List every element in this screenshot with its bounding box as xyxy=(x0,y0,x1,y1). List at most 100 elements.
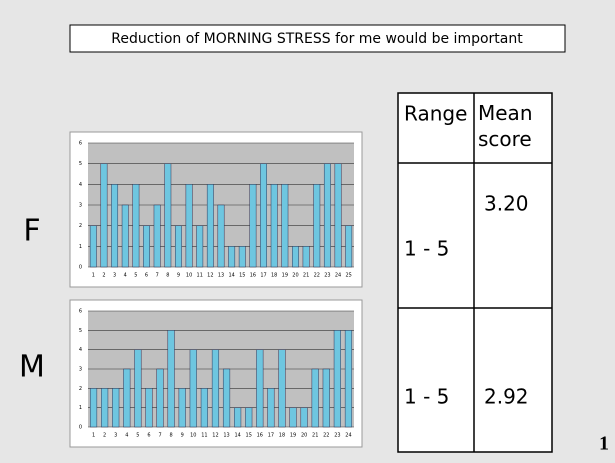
y-tick-label: 2 xyxy=(79,223,82,229)
bar xyxy=(178,388,186,428)
bar xyxy=(345,225,353,268)
x-tick-label: 23 xyxy=(324,273,330,279)
x-tick-label: 6 xyxy=(147,433,150,439)
bar xyxy=(270,184,278,268)
bar xyxy=(156,368,164,428)
y-tick-label: 0 xyxy=(79,265,82,271)
group-label: M xyxy=(19,350,45,385)
x-tick-label: 11 xyxy=(197,273,203,279)
x-tick-label: 15 xyxy=(239,273,245,279)
bar xyxy=(300,407,308,428)
table-header: Range xyxy=(404,102,467,126)
x-tick-label: 5 xyxy=(134,273,137,279)
bar xyxy=(278,349,286,428)
x-tick-label: 13 xyxy=(223,433,229,439)
bar xyxy=(267,388,275,428)
bar xyxy=(281,184,289,268)
y-tick-label: 1 xyxy=(79,244,82,250)
y-tick-label: 3 xyxy=(79,367,82,373)
bar xyxy=(260,163,268,268)
x-tick-label: 14 xyxy=(234,433,240,439)
x-tick-label: 9 xyxy=(177,273,180,279)
bar xyxy=(344,330,353,428)
x-tick-label: 4 xyxy=(124,273,127,279)
x-tick-label: 4 xyxy=(125,433,128,439)
bar xyxy=(112,388,120,428)
bar xyxy=(145,388,153,428)
bar xyxy=(189,349,197,428)
x-tick-label: 18 xyxy=(279,433,285,439)
table: Range Mean score 1 - 5 3.20 1 - 5 2.92 xyxy=(397,92,553,453)
bar xyxy=(100,163,108,268)
x-tick-label: 17 xyxy=(268,433,274,439)
bar xyxy=(206,184,214,268)
x-tick-label: 3 xyxy=(114,433,117,439)
page-number: 1 xyxy=(599,433,609,455)
bar xyxy=(134,349,142,428)
x-tick-label: 11 xyxy=(201,433,207,439)
x-tick-label: 22 xyxy=(323,433,329,439)
bar xyxy=(313,184,321,268)
bar xyxy=(322,368,330,428)
x-tick-label: 2 xyxy=(103,433,106,439)
x-tick-label: 9 xyxy=(181,433,184,439)
x-tick-label: 25 xyxy=(345,273,351,279)
bar xyxy=(196,225,204,268)
x-tick-label: 14 xyxy=(228,273,234,279)
x-tick-label: 16 xyxy=(250,273,256,279)
bar xyxy=(123,368,131,428)
y-tick-label: 6 xyxy=(79,309,82,315)
bar xyxy=(333,330,341,428)
table-cell: 3.20 xyxy=(484,192,529,216)
bar xyxy=(211,349,220,428)
y-tick-label: 1 xyxy=(79,405,82,411)
bar xyxy=(228,246,236,268)
x-tick-label: 21 xyxy=(303,273,309,279)
x-tick-label: 1 xyxy=(92,273,95,279)
bar xyxy=(153,204,161,268)
title-box xyxy=(69,24,566,53)
bar xyxy=(121,204,129,268)
bar xyxy=(89,225,97,268)
x-tick-label: 20 xyxy=(301,433,307,439)
bar xyxy=(89,388,98,428)
x-tick-label: 5 xyxy=(136,433,139,439)
bar xyxy=(234,407,242,428)
y-tick-label: 4 xyxy=(79,347,82,353)
bar xyxy=(256,349,264,428)
x-tick-label: 13 xyxy=(218,273,224,279)
x-tick-label: 12 xyxy=(212,433,218,439)
bar xyxy=(167,330,175,428)
y-tick-label: 5 xyxy=(79,161,82,167)
title: Reduction of MORNING STRESS for me would… xyxy=(111,31,523,47)
x-tick-label: 21 xyxy=(312,433,318,439)
y-tick-label: 2 xyxy=(79,386,82,392)
x-tick-label: 3 xyxy=(113,273,116,279)
table-frame xyxy=(397,92,553,453)
x-tick-label: 22 xyxy=(314,273,320,279)
x-tick-label: 2 xyxy=(102,273,105,279)
y-tick-label: 6 xyxy=(79,141,82,147)
x-tick-label: 10 xyxy=(186,273,192,279)
bar xyxy=(217,204,225,268)
y-tick-label: 5 xyxy=(79,328,82,334)
x-tick-label: 7 xyxy=(158,433,161,439)
x-tick-label: 24 xyxy=(335,273,341,279)
x-tick-label: 19 xyxy=(290,433,296,439)
x-tick-label: 17 xyxy=(260,273,266,279)
table-cell: 2.92 xyxy=(484,385,529,409)
y-tick-label: 4 xyxy=(79,182,82,188)
x-tick-label: 6 xyxy=(145,273,148,279)
bar xyxy=(164,163,172,268)
bar xyxy=(101,388,109,428)
x-tick-label: 18 xyxy=(271,273,277,279)
x-tick-label: 1 xyxy=(92,433,95,439)
x-tick-label: 20 xyxy=(292,273,298,279)
x-tick-label: 7 xyxy=(156,273,159,279)
bar xyxy=(249,184,257,268)
x-tick-label: 10 xyxy=(190,433,196,439)
x-tick-label: 8 xyxy=(166,273,169,279)
bar xyxy=(238,246,246,268)
table-header-box: Mean score xyxy=(478,101,533,151)
